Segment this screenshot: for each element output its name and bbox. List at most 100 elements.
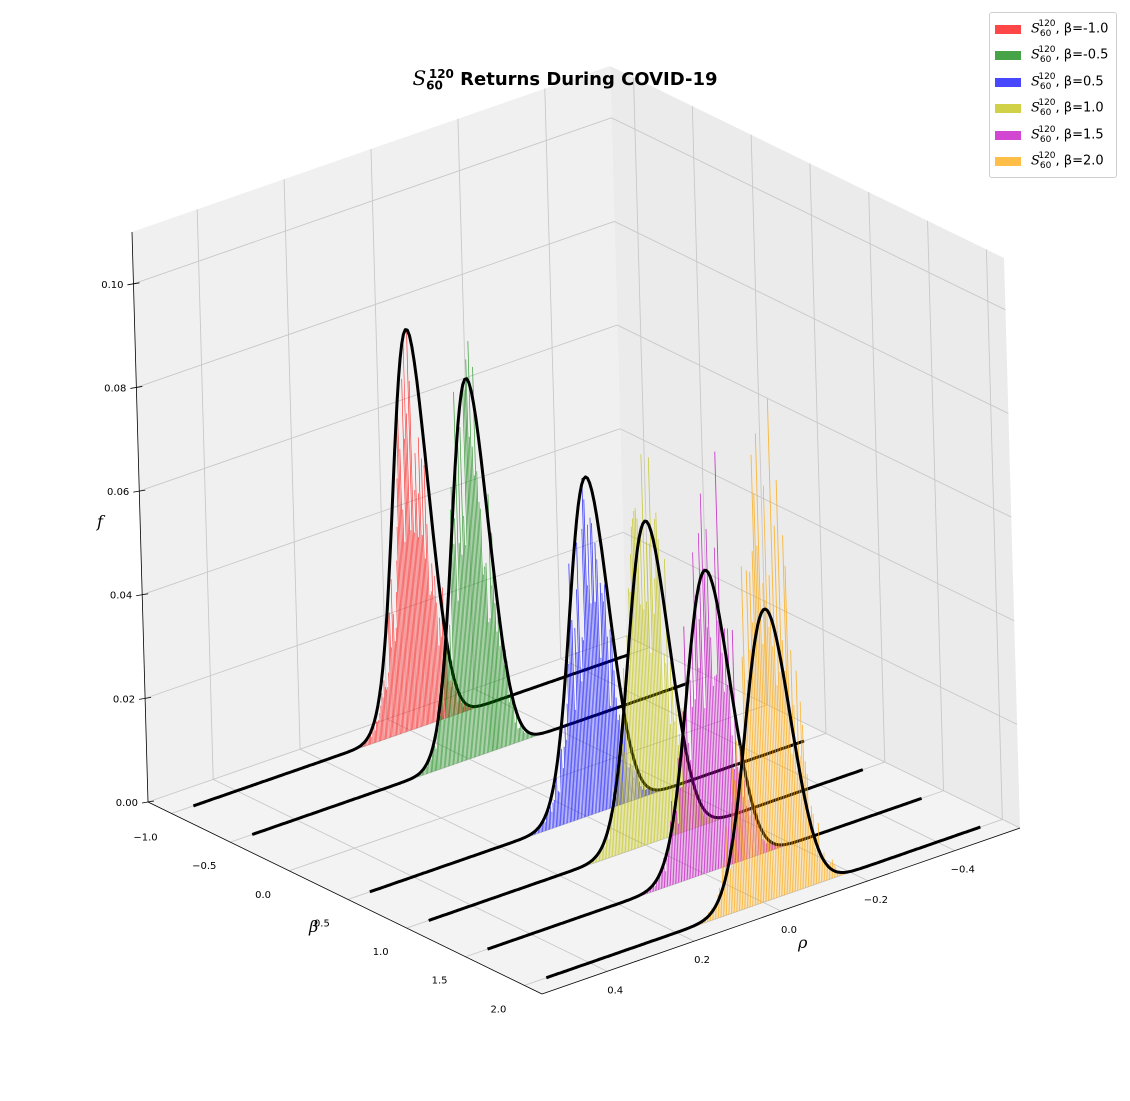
hist-bar xyxy=(465,545,473,759)
hist-bar xyxy=(594,859,596,863)
hist-bar xyxy=(669,662,676,835)
hist-bar xyxy=(457,600,463,762)
grid-line xyxy=(136,221,615,388)
hist-bar xyxy=(594,542,603,812)
legend-swatch xyxy=(995,157,1021,167)
hist-bar xyxy=(540,825,542,833)
hist-bar xyxy=(514,722,517,744)
hist-bar xyxy=(590,603,598,814)
beta-axis-line xyxy=(147,801,543,995)
hist-bar xyxy=(762,582,773,900)
hist-bar xyxy=(809,821,813,886)
hist-bar xyxy=(386,689,389,739)
hist-bar xyxy=(683,626,692,879)
hist-bar xyxy=(648,543,658,842)
grid-line xyxy=(299,748,695,942)
hist-bar xyxy=(581,637,588,817)
hist-bar xyxy=(549,806,552,830)
hist-bar xyxy=(591,523,600,813)
hist-bar xyxy=(768,626,777,898)
hist-bar xyxy=(716,906,718,919)
hist-bar xyxy=(568,663,574,822)
hist-bar xyxy=(604,584,612,809)
hist-bar xyxy=(705,528,716,871)
hist-bar xyxy=(647,457,660,841)
hist-bar xyxy=(654,519,664,840)
hist-bar xyxy=(382,697,385,740)
hist-bar xyxy=(566,739,570,823)
hist-bar xyxy=(618,780,622,854)
beta-tick-label: 0.0 xyxy=(255,890,271,901)
hist-bar xyxy=(628,588,637,849)
hist-bar xyxy=(634,507,645,846)
hist-bar xyxy=(396,398,407,732)
hist-bar xyxy=(406,328,418,729)
hist-bar xyxy=(473,475,483,755)
hist-bar xyxy=(529,733,531,739)
hist-bar xyxy=(375,721,378,743)
legend-swatch xyxy=(995,77,1021,87)
grid-line xyxy=(196,209,214,780)
hist-bar xyxy=(571,619,578,820)
legend-item: S60120, β=-1.0 xyxy=(990,16,1116,43)
f-tick-label: 0.08 xyxy=(104,384,126,395)
hist-bar xyxy=(528,732,530,739)
f-tick-mark xyxy=(133,489,146,493)
hist-bar xyxy=(752,622,761,904)
hist-bar xyxy=(598,853,600,862)
legend-swatch xyxy=(995,24,1021,34)
hist-bar xyxy=(462,388,474,758)
hist-bar xyxy=(605,836,608,859)
hist-bar xyxy=(706,627,715,871)
hist-bar xyxy=(768,575,779,898)
hist-bar xyxy=(600,657,606,811)
hist-bar xyxy=(653,613,661,841)
hist-bar xyxy=(680,787,684,882)
hist-bar xyxy=(704,708,710,873)
hist-bar xyxy=(516,712,518,743)
hist-bar xyxy=(607,636,613,808)
hist-bar xyxy=(551,811,553,829)
hist-bar xyxy=(430,759,432,773)
hist-bar xyxy=(727,684,733,865)
hist-bar xyxy=(392,613,397,736)
hist-bar xyxy=(484,566,491,753)
hist-bar xyxy=(523,731,524,741)
hist-bar xyxy=(444,719,447,768)
hist-bar xyxy=(394,641,399,735)
hist-bar xyxy=(370,734,371,745)
hist-bar xyxy=(804,761,810,887)
hist-bar xyxy=(390,579,396,736)
hist-bar xyxy=(427,766,428,774)
hist-bar xyxy=(628,665,635,850)
hist-bar xyxy=(483,574,489,753)
hist-bar xyxy=(594,601,602,812)
hist-bar xyxy=(519,727,521,742)
hist-bar xyxy=(454,518,462,762)
hist-bar xyxy=(784,670,792,893)
hist-bar xyxy=(756,545,768,902)
hist-bar xyxy=(461,554,469,760)
hist-bar xyxy=(440,689,444,769)
hist-bar xyxy=(431,591,436,723)
title-text: Returns During COVID-19 xyxy=(453,69,718,90)
hist-bar xyxy=(681,738,687,881)
hist-bar xyxy=(402,509,410,732)
hist-bar xyxy=(630,554,640,848)
hist-bar xyxy=(728,867,731,915)
hist-bar xyxy=(685,750,690,880)
hist-bar xyxy=(713,685,720,869)
legend-label: S60120, β=1.5 xyxy=(1031,124,1104,145)
hist-bar xyxy=(396,592,401,735)
hist-bar xyxy=(497,602,502,748)
hist-bar xyxy=(525,730,527,740)
hist-bar xyxy=(562,768,566,825)
grid-line xyxy=(144,531,624,699)
legend-label: S60120, β=-1.0 xyxy=(1031,18,1109,39)
hist-bar xyxy=(666,858,669,887)
hist-bar xyxy=(463,389,475,758)
hist-bar xyxy=(665,663,672,837)
legend-item: S60120, β=2.0 xyxy=(990,149,1116,176)
hist-bar xyxy=(489,618,495,751)
hist-bar xyxy=(410,530,417,729)
